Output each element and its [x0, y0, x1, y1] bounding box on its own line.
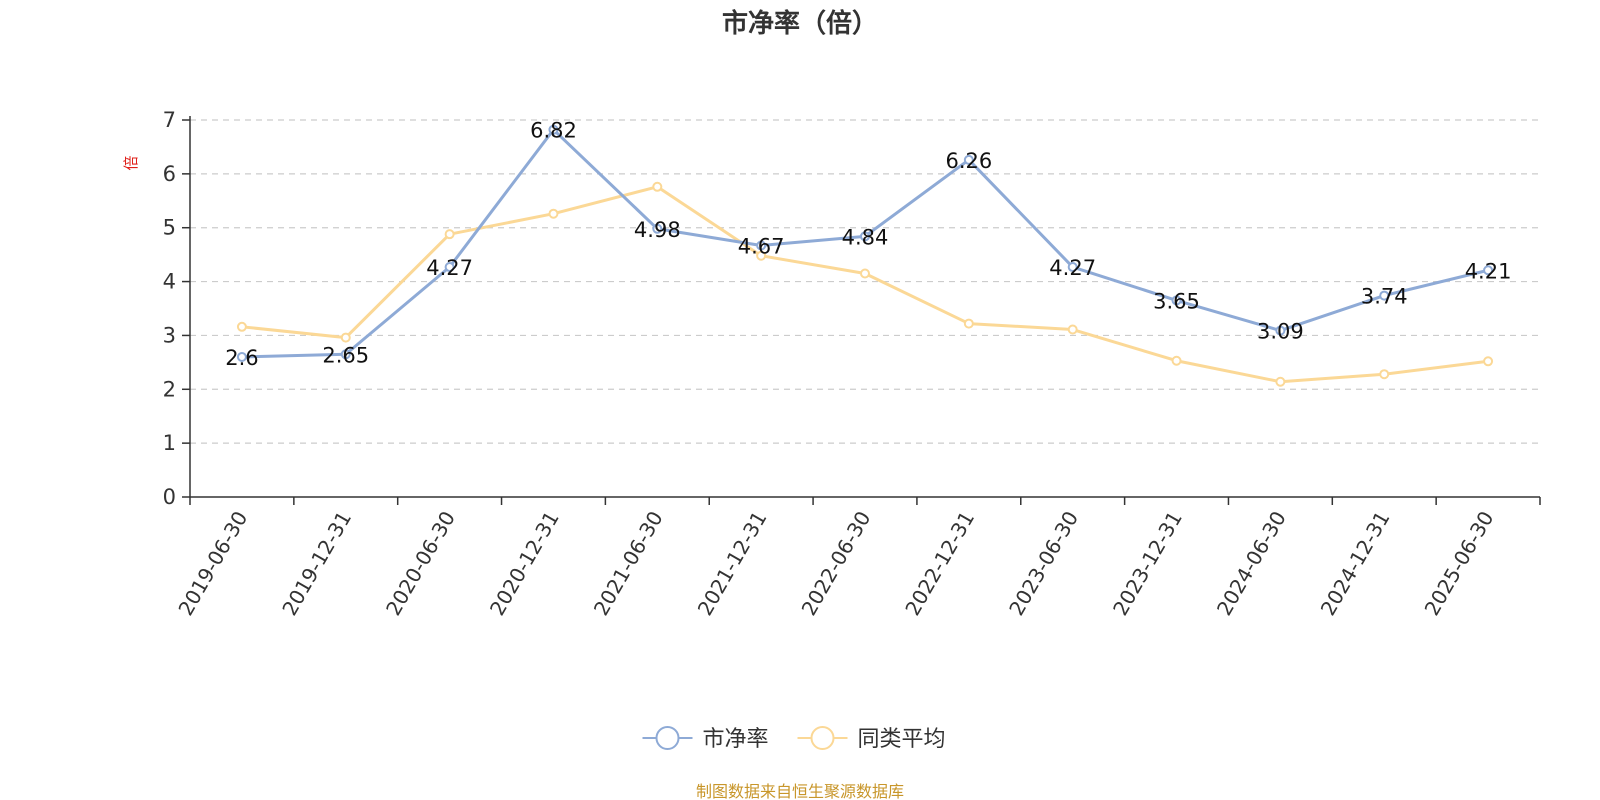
data-point[interactable]: [1171, 355, 1182, 366]
grid-lines: [190, 119, 1540, 444]
x-tick-label: 2023-12-31: [1108, 507, 1187, 620]
legend-item-同类平均[interactable]: 同类平均: [797, 726, 946, 752]
y-axis-unit-label: 倍: [122, 155, 140, 170]
legend-label: 同类平均: [858, 727, 946, 752]
data-label: 6.82: [530, 119, 577, 143]
data-point[interactable]: [236, 321, 247, 332]
data-labels: 2.6 2.65 4.27 6.82 4.98 4.67 4.84 6.26 4.27 3.65 3…: [225, 119, 1511, 370]
data-point[interactable]: [756, 240, 767, 251]
data-point[interactable]: [860, 231, 870, 242]
data-point[interactable]: [1483, 265, 1494, 276]
x-tick-label: 2021-12-31: [693, 507, 772, 620]
x-tick-label: 2023-06-30: [1004, 507, 1083, 620]
data-point[interactable]: [1379, 290, 1390, 301]
x-tick-label: 2025-06-30: [1420, 507, 1499, 620]
y-tick-label: 4: [163, 270, 176, 294]
data-point[interactable]: [1171, 295, 1182, 306]
data-point[interactable]: [548, 124, 559, 135]
x-tick-label: 2024-12-31: [1316, 507, 1395, 620]
data-label: 6.26: [945, 149, 992, 173]
x-tick-label: 2020-12-31: [485, 507, 564, 620]
data-label: 4.67: [738, 234, 785, 258]
series-同类平均: [236, 181, 1494, 387]
data-label: 4.98: [634, 218, 681, 242]
y-tick-label: 0: [163, 485, 176, 509]
data-label: 4.21: [1465, 259, 1512, 283]
x-tick-label: 2021-06-30: [589, 507, 668, 620]
data-label: 4.27: [1049, 256, 1096, 280]
legend-item-市净率[interactable]: 市净率: [642, 726, 769, 752]
data-label: 3.65: [1153, 289, 1200, 313]
chart-title: 市净率（倍）: [722, 8, 878, 39]
y-tick-label: 2: [163, 377, 176, 401]
x-tick-label: 2020-06-30: [381, 507, 460, 620]
data-label: 2.65: [322, 343, 369, 367]
x-tick-label: 2019-12-31: [277, 507, 356, 620]
data-point[interactable]: [652, 181, 663, 192]
data-point[interactable]: [340, 332, 351, 343]
data-point[interactable]: [1275, 325, 1286, 336]
data-point[interactable]: [444, 262, 455, 273]
data-point[interactable]: [756, 250, 767, 261]
legend-label: 市净率: [703, 727, 769, 752]
y-tick-label: 6: [163, 162, 176, 186]
y-tick-label: 7: [163, 108, 176, 132]
legend[interactable]: 市净率 同类平均: [642, 726, 946, 752]
data-point[interactable]: [1067, 262, 1078, 273]
legend-marker: [655, 726, 680, 750]
y-tick-label: 3: [163, 323, 176, 347]
data-point[interactable]: [652, 223, 663, 234]
data-point[interactable]: [548, 208, 559, 219]
legend-marker: [810, 726, 835, 750]
data-point[interactable]: [963, 318, 974, 329]
x-tick-label: 2022-12-31: [900, 507, 979, 620]
data-point[interactable]: [1483, 356, 1494, 367]
data-point[interactable]: [1067, 324, 1078, 335]
data-point[interactable]: [1275, 376, 1286, 387]
data-point[interactable]: [860, 268, 870, 279]
data-source-note: 制图数据来自恒生聚源数据库: [696, 782, 904, 800]
data-point[interactable]: [1379, 369, 1390, 380]
y-tick-label: 1: [163, 431, 176, 455]
y-tick-label: 5: [163, 216, 176, 240]
data-point[interactable]: [340, 349, 351, 360]
data-label: 4.27: [426, 256, 473, 280]
series-市净率: [236, 124, 1494, 362]
data-label: 2.6: [225, 346, 258, 370]
data-point[interactable]: [444, 229, 455, 240]
data-label: 3.09: [1257, 320, 1304, 344]
data-point[interactable]: [236, 351, 247, 362]
series-layer: [236, 124, 1494, 387]
data-point[interactable]: [963, 154, 974, 165]
x-tick-label: 2024-06-30: [1212, 507, 1291, 620]
axes: 0 1 2 3 4 5 6 7 2019-06-30 2019-12-31 2020-06-30 20…: [163, 108, 1541, 620]
x-tick-label: 2022-06-30: [796, 507, 875, 620]
data-label: 3.74: [1361, 285, 1408, 309]
x-tick-label: 2019-06-30: [173, 507, 252, 620]
data-label: 4.84: [842, 225, 889, 249]
